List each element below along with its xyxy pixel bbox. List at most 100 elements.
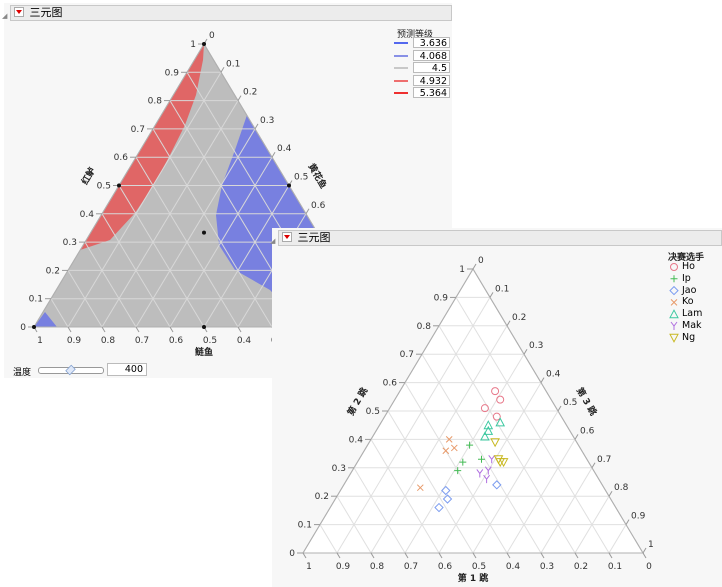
right-tick-label: 0.6 <box>580 426 595 436</box>
contour-level-input[interactable]: 4.932 <box>413 74 450 87</box>
legend-line-swatch <box>394 54 408 57</box>
bottom-tick-label: 1 <box>37 336 43 346</box>
low-prediction-region-corner <box>34 312 57 327</box>
data-point-ip <box>459 458 467 466</box>
right-tick-label: 0.2 <box>512 313 526 323</box>
right-tick-label: 0.1 <box>495 284 509 294</box>
bottom-tick-label: 0.3 <box>540 562 554 572</box>
grid-line <box>152 128 273 328</box>
legend-title: 决赛选手 <box>668 253 705 263</box>
tick-mark <box>101 326 106 333</box>
data-point-ko <box>442 447 450 455</box>
data-point-ip <box>478 455 485 463</box>
contour-level-input[interactable]: 4.068 <box>413 49 450 62</box>
legend-item-ho[interactable]: Ho <box>682 261 695 272</box>
tick-mark <box>540 377 545 383</box>
disclosure-icon[interactable]: ◢ <box>2 12 8 20</box>
tick-mark <box>523 348 528 355</box>
right-tick-label: 0.3 <box>260 116 274 126</box>
tick-mark <box>472 552 477 559</box>
data-point-jao <box>441 485 451 496</box>
bottom-tick-label: 0.4 <box>506 562 521 572</box>
left-tick-label: 0.7 <box>400 350 414 360</box>
contour-level-input[interactable]: 5.364 <box>413 87 450 99</box>
legend-item-ng[interactable]: Ng <box>682 331 696 343</box>
data-point-ho <box>492 412 501 421</box>
grid-line <box>203 185 290 328</box>
grid-line <box>336 297 491 554</box>
panel-header[interactable]: ◢ 三元图 <box>2 5 452 21</box>
data-point-lam <box>480 431 490 441</box>
tick-mark <box>404 552 409 559</box>
grid-line <box>336 495 372 554</box>
bottom-tick-label: 0.9 <box>336 562 351 572</box>
design-point <box>202 230 206 235</box>
left-tick-label: 0.1 <box>298 521 312 531</box>
grid-line <box>506 439 576 554</box>
left-tick-label: 0.9 <box>165 68 180 78</box>
tick-mark <box>438 552 443 559</box>
left-tick-label: 0.4 <box>80 210 95 220</box>
ternary-panel-2: ◢ 三元图 0 0 0 0.1 0.1 0.1 0.2 0.2 0.2 0.3 0.3 0.3 0.4 0… <box>270 228 722 587</box>
legend-item-ip[interactable]: Ip <box>682 272 691 284</box>
tick-mark <box>608 552 613 559</box>
legend-item-mak[interactable]: Mak <box>682 320 702 331</box>
tick-mark <box>574 434 579 440</box>
tick-mark <box>557 405 562 412</box>
left-tick-label: 0.5 <box>97 182 111 192</box>
data-point-ho <box>480 404 489 413</box>
left-tick-label: 0.3 <box>63 238 77 248</box>
legend-title: 预测等级 <box>397 30 434 40</box>
legend-item-lam[interactable]: Lam <box>682 308 703 320</box>
left-tick-label: 0 <box>20 323 26 333</box>
bottom-tick-label: 0.8 <box>370 562 385 572</box>
red-triangle-menu-icon[interactable] <box>282 232 292 242</box>
panel-title: 三元图 <box>29 6 63 19</box>
grid-line <box>472 410 559 554</box>
tick-mark <box>305 208 310 215</box>
data-points <box>416 387 509 513</box>
tick-mark <box>370 552 375 559</box>
contour-level-input[interactable]: 4.5 <box>413 62 450 74</box>
data-point-ho <box>491 387 500 396</box>
ternary-scatter-plot: 0 0 0 0.1 0.1 0.1 0.2 0.2 0.2 0.3 0.3 0.3 0.4 0.4 0.4 0… <box>289 256 653 584</box>
tick-mark <box>506 552 511 559</box>
contour-level-input[interactable]: 3.636 <box>413 37 450 49</box>
panel-header[interactable]: ◢ 三元图 <box>270 230 722 246</box>
data-point-mak <box>476 469 484 478</box>
data-point-ip <box>466 441 474 449</box>
tick-mark <box>302 552 307 559</box>
grid-line <box>101 213 171 328</box>
left-tick-label: 1 <box>459 265 465 275</box>
legend-item-ko[interactable]: Ko <box>682 296 694 308</box>
bottom-tick-label: 0.1 <box>608 562 622 572</box>
temperature-input[interactable]: 400 <box>107 363 147 376</box>
data-point-lam <box>483 425 494 435</box>
left-tick-label: 0.3 <box>332 464 346 474</box>
left-tick-label: 0 <box>289 549 295 559</box>
tick-mark <box>237 95 242 101</box>
design-point <box>202 325 206 329</box>
bottom-tick-label: 0.9 <box>67 336 82 346</box>
legend-item-jao[interactable]: Jao <box>682 284 697 296</box>
tick-mark <box>135 326 140 333</box>
bottom-tick-label: 0.4 <box>237 336 252 346</box>
right-tick-label: 0.2 <box>243 88 257 98</box>
left-tick-label: 0.5 <box>366 407 380 417</box>
legend-line-swatch <box>394 42 408 44</box>
tick-mark <box>169 326 174 333</box>
right-tick-label: 0.6 <box>311 201 326 211</box>
right-axis-title: 黄花鱼 <box>306 161 330 190</box>
bottom-tick-label: 0.6 <box>438 562 453 572</box>
left-tick-label: 0.6 <box>383 379 398 389</box>
disclosure-icon[interactable]: ◢ <box>270 237 276 245</box>
bottom-tick-label: 0.8 <box>101 336 116 346</box>
grid-line <box>67 270 103 328</box>
red-triangle-menu-icon[interactable] <box>14 7 24 17</box>
data-point-ho <box>496 395 505 404</box>
grid-line <box>84 241 137 328</box>
bottom-tick-label: 0 <box>646 562 652 572</box>
grid-line <box>67 72 222 328</box>
data-point-mak <box>488 454 496 464</box>
left-tick-label: 0.9 <box>434 293 449 303</box>
